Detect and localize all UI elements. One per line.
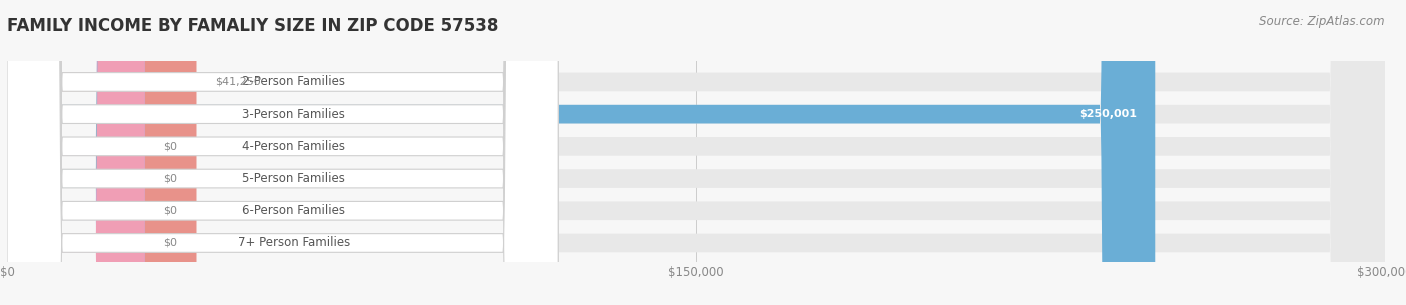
FancyBboxPatch shape	[7, 0, 145, 305]
FancyBboxPatch shape	[7, 0, 1156, 305]
Text: 5-Person Families: 5-Person Families	[242, 172, 344, 185]
FancyBboxPatch shape	[7, 0, 145, 305]
FancyBboxPatch shape	[7, 0, 558, 305]
Text: $0: $0	[163, 238, 177, 248]
FancyBboxPatch shape	[7, 0, 1385, 305]
FancyBboxPatch shape	[7, 0, 1385, 305]
FancyBboxPatch shape	[7, 0, 1385, 305]
Text: $250,001: $250,001	[1078, 109, 1137, 119]
FancyBboxPatch shape	[7, 0, 1385, 305]
FancyBboxPatch shape	[7, 0, 558, 305]
Text: Source: ZipAtlas.com: Source: ZipAtlas.com	[1260, 15, 1385, 28]
Text: 3-Person Families: 3-Person Families	[242, 108, 344, 121]
FancyBboxPatch shape	[7, 0, 558, 305]
Text: $0: $0	[163, 174, 177, 184]
FancyBboxPatch shape	[7, 0, 558, 305]
FancyBboxPatch shape	[7, 0, 558, 305]
FancyBboxPatch shape	[7, 0, 558, 305]
Text: 4-Person Families: 4-Person Families	[242, 140, 344, 153]
FancyBboxPatch shape	[7, 0, 1385, 305]
Text: 2-Person Families: 2-Person Families	[242, 75, 344, 88]
Text: 6-Person Families: 6-Person Families	[242, 204, 344, 217]
FancyBboxPatch shape	[7, 0, 145, 305]
FancyBboxPatch shape	[7, 0, 1385, 305]
Text: 7+ Person Families: 7+ Person Families	[238, 236, 350, 249]
FancyBboxPatch shape	[7, 0, 197, 305]
Text: $0: $0	[163, 206, 177, 216]
FancyBboxPatch shape	[7, 0, 145, 305]
Text: $0: $0	[163, 141, 177, 151]
Text: FAMILY INCOME BY FAMALIY SIZE IN ZIP CODE 57538: FAMILY INCOME BY FAMALIY SIZE IN ZIP COD…	[7, 17, 498, 35]
Text: $41,250: $41,250	[215, 77, 260, 87]
